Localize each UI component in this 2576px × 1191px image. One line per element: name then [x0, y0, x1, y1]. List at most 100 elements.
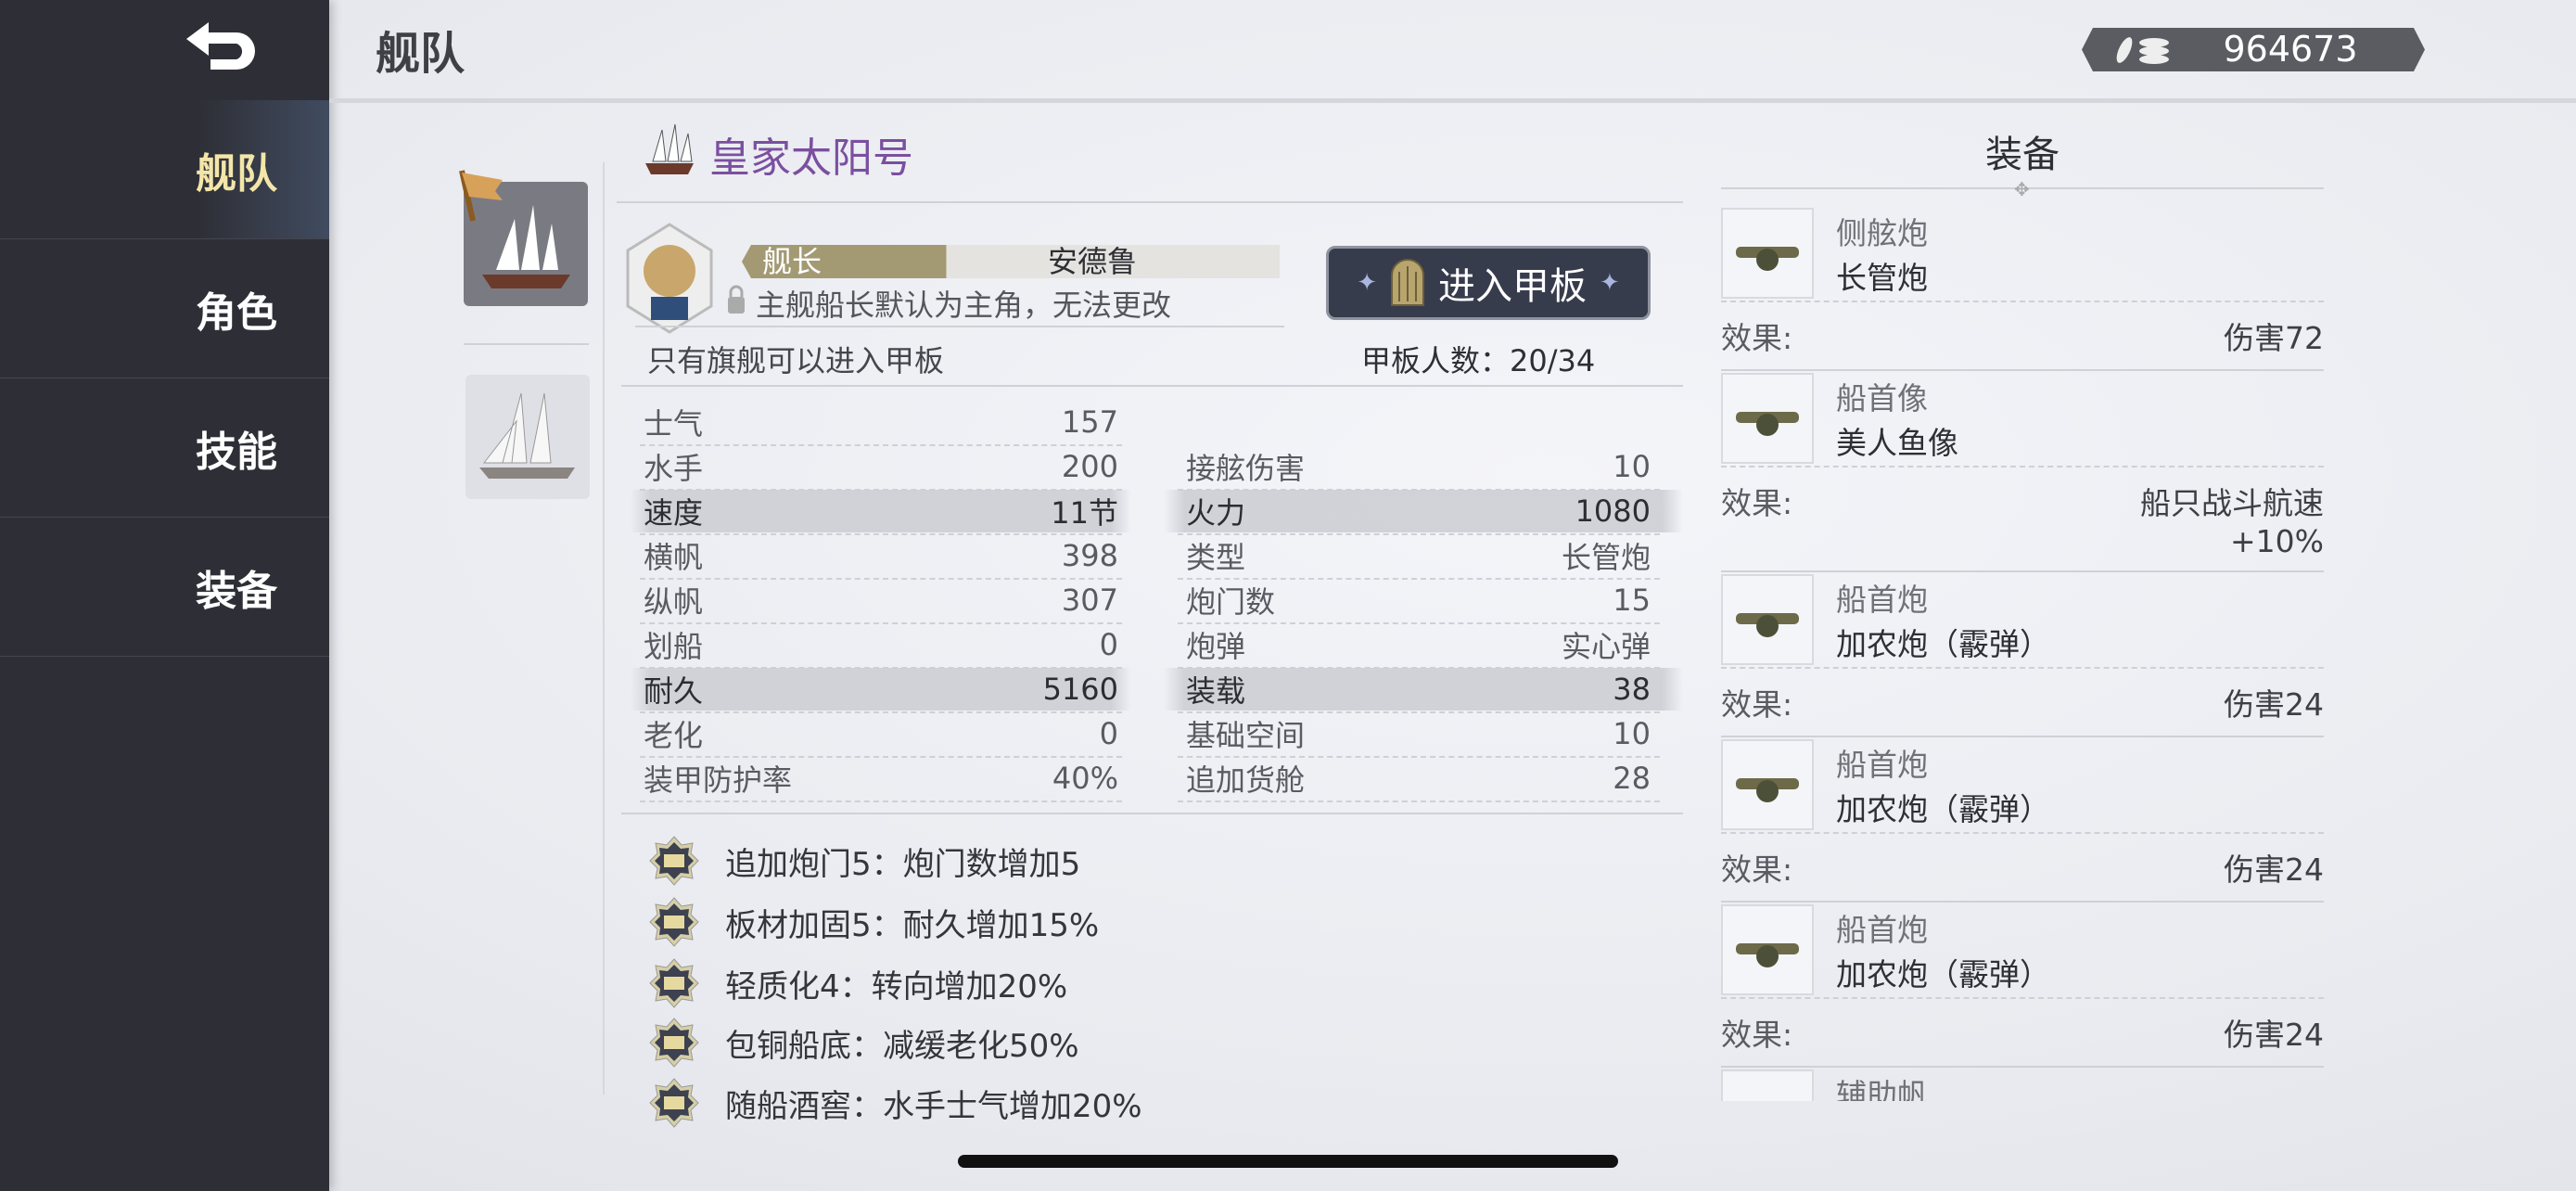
divider	[621, 385, 1683, 387]
row-divider	[640, 444, 1122, 446]
equipment-item[interactable]: 船首像 美人鱼像	[1721, 371, 2324, 466]
equipment-item[interactable]: 船首炮 加农炮（霰弹）	[1721, 737, 2324, 832]
row-divider	[1178, 622, 1660, 624]
stat-row: 水手 200	[631, 445, 1131, 488]
stat-label: 速度	[644, 495, 704, 531]
currency-amount: 964673	[2223, 29, 2358, 70]
captain-avatar[interactable]	[623, 223, 716, 334]
stat-row: 装甲防护率 40%	[631, 757, 1131, 800]
stat-label: 火力	[1186, 495, 1246, 531]
sidebar-item-label: 舰队	[196, 149, 277, 198]
stat-value: 157	[1061, 404, 1118, 440]
effect-label: 效果:	[1721, 686, 1793, 723]
equipment-effect: 效果: 船只战斗航速 +10%	[1721, 466, 2324, 572]
stat-row: 类型 长管炮	[1164, 534, 1683, 577]
home-indicator[interactable]	[958, 1155, 1618, 1168]
equipment-title: 装备	[1985, 134, 2060, 176]
stat-value: 5160	[1042, 672, 1118, 707]
stat-label: 水手	[644, 451, 704, 486]
door-icon	[1391, 259, 1424, 306]
row-divider	[640, 711, 1122, 713]
stat-row: 速度 11节	[631, 490, 1131, 532]
sidebar-item-label: 技能	[196, 428, 277, 476]
effect-value: 伤害72	[2224, 320, 2324, 356]
equipment-item[interactable]: 船首炮 加农炮（霰弹）	[1721, 903, 2324, 997]
equipment-effect: 效果: 伤害72	[1721, 301, 2324, 371]
sidebar-item-character[interactable]: 角色	[0, 239, 329, 378]
stat-row: 装载 38	[1164, 668, 1683, 711]
ship-name-icon	[645, 123, 694, 174]
stat-row: 接舷伤害 10	[1164, 445, 1683, 488]
row-divider	[640, 578, 1122, 580]
enter-deck-label: 进入甲板	[1438, 265, 1587, 308]
captain-banner: 舰长 安德鲁	[742, 245, 1280, 278]
coins-icon	[2111, 33, 2176, 67]
equipment-icon	[1721, 739, 1814, 830]
stat-value: 实心弹	[1561, 629, 1651, 664]
back-arrow-icon[interactable]	[181, 19, 264, 79]
skill-item[interactable]: 轻质化4：转向增加20%	[649, 957, 1067, 1009]
stat-row: 追加货舱 28	[1164, 757, 1683, 800]
stat-value: 28	[1613, 761, 1651, 796]
sidebar-item-label: 角色	[196, 288, 277, 337]
stat-row: 划船 0	[631, 623, 1131, 666]
deck-note: 只有旗舰可以进入甲板	[647, 343, 945, 378]
equipment-slot: 船首炮	[1836, 747, 1928, 783]
stat-label: 划船	[644, 629, 704, 664]
stat-label: 横帆	[644, 540, 704, 575]
equipment-name: 长管炮	[1836, 260, 1928, 296]
sidebar-item-label: 装备	[196, 567, 277, 615]
stat-label: 接舷伤害	[1186, 451, 1306, 486]
sidebar-item-fleet[interactable]: 舰队	[0, 100, 329, 239]
stat-value: 307	[1061, 583, 1118, 618]
skill-item[interactable]: 随船酒窖：水手士气增加20%	[649, 1077, 1142, 1129]
equipment-effect: 效果: 伤害24	[1721, 667, 2324, 737]
stat-value: 长管炮	[1561, 540, 1651, 575]
stat-row: 老化 0	[631, 712, 1131, 755]
sidebar-item-equipment[interactable]: 装备	[0, 518, 329, 657]
skill-text: 包铜船底：减缓老化50%	[725, 1027, 1079, 1065]
equipment-list: 侧舷炮 长管炮 效果: 伤害72 船首像 美人鱼像 效果: 船只战斗航速 +10% 船首炮 加农炮（…	[1721, 206, 2324, 1101]
skill-text: 板材加固5：耐久增加15%	[725, 906, 1100, 944]
row-divider	[640, 756, 1122, 758]
equipment-name: 加农炮（霰弹）	[1836, 626, 2050, 662]
equipment-name: 美人鱼像	[1836, 425, 1958, 461]
effect-label: 效果:	[1721, 320, 1793, 356]
equipment-slot: 船首炮	[1836, 582, 1928, 618]
effect-value: 船只战斗航速	[2140, 485, 2324, 521]
equipment-slot: 辅助帆	[1836, 1077, 1928, 1101]
ship-thumb-flagship[interactable]	[464, 182, 588, 306]
skill-item[interactable]: 板材加固5：耐久增加15%	[649, 896, 1099, 948]
stat-row: 基础空间 10	[1164, 712, 1683, 755]
stat-label: 基础空间	[1186, 718, 1306, 753]
sidebar: 舰队 角色 技能 装备	[0, 0, 329, 1191]
effect-value: 伤害24	[2224, 686, 2324, 723]
equipment-slot: 侧舷炮	[1836, 215, 1928, 251]
row-divider	[640, 800, 1122, 802]
sidebar-item-skills[interactable]: 技能	[0, 378, 329, 518]
ship-icon	[482, 205, 570, 288]
row-divider	[1178, 756, 1660, 758]
skill-item[interactable]: 追加炮门5：炮门数增加5	[649, 835, 1080, 887]
stat-row: 横帆 398	[631, 534, 1131, 577]
equipment-item[interactable]: 侧舷炮 长管炮	[1721, 206, 2324, 301]
ship-list-divider	[464, 343, 589, 345]
stat-label: 老化	[644, 718, 704, 753]
stat-label: 装甲防护率	[644, 762, 793, 798]
currency-display: 964673	[2082, 28, 2425, 71]
equipment-item[interactable]: 船首炮加农炮（霰弹）	[1721, 572, 2324, 667]
row-divider	[1178, 800, 1660, 802]
equipment-item[interactable]: 辅助帆普通翼帆	[1721, 1068, 2324, 1101]
cannon-port-icon	[649, 836, 699, 886]
stat-label: 纵帆	[644, 584, 704, 620]
stat-value: 1080	[1575, 493, 1651, 529]
lock-note: 主舰船长默认为主角，无法更改	[756, 288, 1172, 323]
equipment-effect: 效果: 伤害24	[1721, 997, 2324, 1068]
stat-value: 40%	[1052, 761, 1118, 796]
row-divider	[1178, 711, 1660, 713]
enter-deck-button[interactable]: ✦ 进入甲板 ✦	[1326, 246, 1651, 320]
ship-thumb-2[interactable]	[465, 375, 590, 499]
stat-label: 装载	[1186, 673, 1246, 709]
stat-label: 类型	[1186, 540, 1246, 575]
skill-item[interactable]: 包铜船底：减缓老化50%	[649, 1017, 1079, 1069]
